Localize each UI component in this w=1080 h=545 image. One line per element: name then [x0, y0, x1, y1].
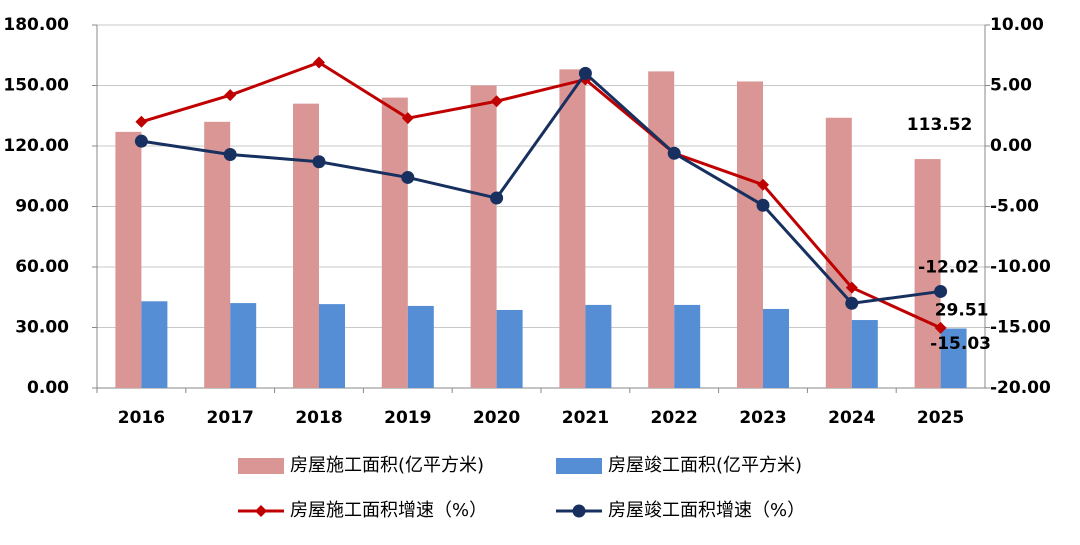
- line: [141, 71, 941, 305]
- bar: [914, 159, 941, 388]
- bar: [141, 301, 168, 388]
- bar: [204, 121, 231, 389]
- marker: [845, 296, 859, 310]
- data-label: 113.52: [907, 115, 973, 135]
- data-label: -12.02: [918, 257, 979, 277]
- marker: [401, 170, 415, 184]
- marker: [934, 321, 947, 334]
- bar: [381, 97, 408, 388]
- bar: [674, 304, 701, 388]
- bar: [851, 320, 878, 388]
- bar: [763, 308, 789, 388]
- y2-tick-label: -5.00: [990, 197, 1039, 217]
- marker: [313, 56, 325, 69]
- marker: [223, 147, 237, 161]
- bar: [407, 305, 434, 388]
- y-tick-label: 180.00: [3, 15, 69, 35]
- y-tick-label: 60.00: [15, 257, 69, 277]
- legend-label: 房屋施工面积(亿平方米): [290, 455, 484, 476]
- bar: [585, 304, 612, 388]
- marker: [490, 95, 503, 108]
- marker: [757, 178, 769, 191]
- legend-swatch: [556, 458, 602, 474]
- y2-tick-label: 0.00: [990, 136, 1032, 156]
- data-label: -15.03: [930, 334, 991, 354]
- x-tick-label: 2022: [651, 408, 698, 428]
- marker: [845, 281, 858, 294]
- y-tick-label: 0.00: [27, 378, 69, 398]
- data-label: 29.51: [935, 300, 989, 320]
- marker: [224, 89, 237, 102]
- bar: [559, 69, 586, 388]
- bar: [940, 328, 967, 388]
- x-tick-label: 2025: [917, 408, 964, 428]
- marker: [134, 134, 148, 148]
- marker: [756, 198, 770, 212]
- bar: [825, 117, 852, 389]
- legend-swatch: [238, 458, 284, 474]
- bar: [648, 71, 675, 388]
- bar: [115, 131, 142, 388]
- bar: [496, 309, 523, 388]
- y-tick-label: 150.00: [3, 76, 69, 96]
- y2-tick-label: 5.00: [990, 76, 1032, 96]
- marker: [490, 191, 504, 205]
- marker: [135, 115, 148, 128]
- y2-tick-label: -10.00: [990, 257, 1051, 277]
- legend-label: 房屋竣工面积(亿平方米): [608, 455, 802, 476]
- marker: [312, 155, 326, 169]
- bar: [293, 103, 319, 389]
- x-tick-label: 2018: [295, 408, 342, 428]
- y2-tick-label: 10.00: [990, 15, 1044, 35]
- x-tick-label: 2023: [739, 408, 786, 428]
- marker: [401, 112, 414, 125]
- x-tick-label: 2024: [828, 408, 875, 428]
- x-tick-label: 2016: [118, 408, 165, 428]
- bar: [737, 81, 763, 388]
- marker: [934, 284, 948, 298]
- legend-label: 房屋竣工面积增速（%）: [608, 500, 805, 521]
- y2-tick-label: -15.00: [990, 318, 1051, 338]
- marker: [578, 66, 592, 80]
- marker: [667, 146, 681, 160]
- x-tick-label: 2019: [384, 408, 431, 428]
- y-tick-label: 90.00: [15, 197, 69, 217]
- bar: [470, 85, 497, 388]
- line: [140, 60, 942, 330]
- x-tick-label: 2021: [562, 408, 609, 428]
- y-tick-label: 30.00: [15, 318, 69, 338]
- legend-label: 房屋施工面积增速（%）: [290, 500, 487, 521]
- x-tick-label: 2020: [473, 408, 520, 428]
- bar: [230, 303, 257, 388]
- legend-marker: [255, 505, 267, 517]
- legend-marker: [572, 504, 586, 518]
- y2-tick-label: -20.00: [990, 378, 1051, 398]
- y-tick-label: 120.00: [3, 136, 69, 156]
- x-tick-label: 2017: [207, 408, 254, 428]
- bar: [319, 304, 345, 388]
